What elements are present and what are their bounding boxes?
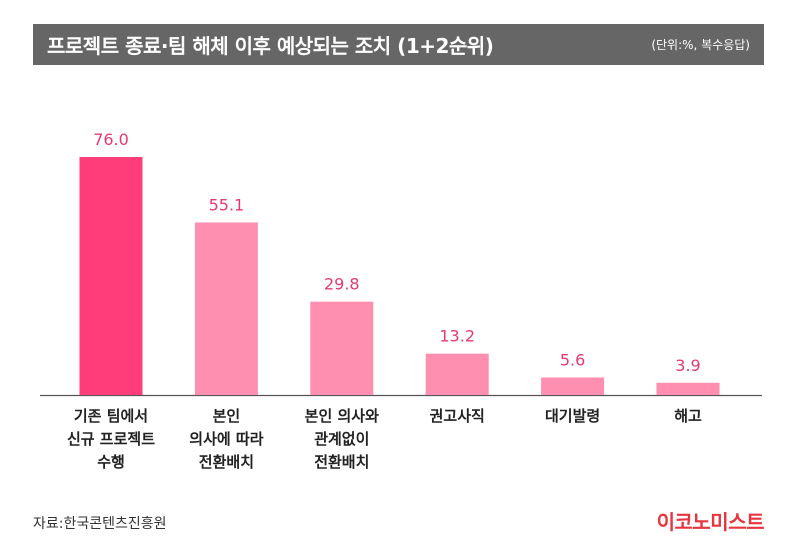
value-label-1: 55.1 xyxy=(209,195,245,214)
category-label-2-line-0: 본인 의사와 xyxy=(305,407,379,425)
value-label-5: 3.9 xyxy=(675,356,700,375)
category-label-4-line-0: 대기발령 xyxy=(545,407,600,425)
category-label-0-line-0: 기존 팀에서 xyxy=(74,407,148,425)
category-label-3-line-0: 권고사직 xyxy=(430,407,485,425)
category-label-2-line-1: 관계없이 xyxy=(314,430,369,448)
bar-5 xyxy=(656,382,720,395)
value-label-4: 5.6 xyxy=(560,350,585,369)
chart-title: 프로젝트 종료·팀 해체 이후 예상되는 조치 (1+2순위) xyxy=(47,34,494,58)
category-label-5-line-0: 해고 xyxy=(674,407,702,425)
category-label-0-line-2: 수행 xyxy=(97,453,125,471)
bar-2 xyxy=(310,301,374,395)
title-bar: 프로젝트 종료·팀 해체 이후 예상되는 조치 (1+2순위) (단위:%, 복… xyxy=(33,24,764,65)
brand-logo: 이코노미스트 xyxy=(656,510,765,534)
bar-4 xyxy=(541,377,605,395)
category-label-1-line-0: 본인 xyxy=(213,407,241,425)
category-label-1-line-2: 전환배치 xyxy=(199,453,254,471)
category-label-1-line-1: 의사에 따라 xyxy=(189,430,263,448)
unit-note: (단위:%, 복수응답) xyxy=(651,38,750,52)
bar-1 xyxy=(194,222,258,395)
category-label-2-line-2: 전환배치 xyxy=(314,453,369,471)
bar-0 xyxy=(79,157,143,395)
value-label-0: 76.0 xyxy=(93,130,129,149)
bar-3 xyxy=(425,353,489,395)
value-label-2: 29.8 xyxy=(324,275,360,294)
value-label-3: 13.2 xyxy=(439,327,475,346)
source-note: 자료:한국콘텐츠진흥원 xyxy=(33,516,167,532)
category-label-0-line-1: 신규 프로젝트 xyxy=(67,430,155,448)
